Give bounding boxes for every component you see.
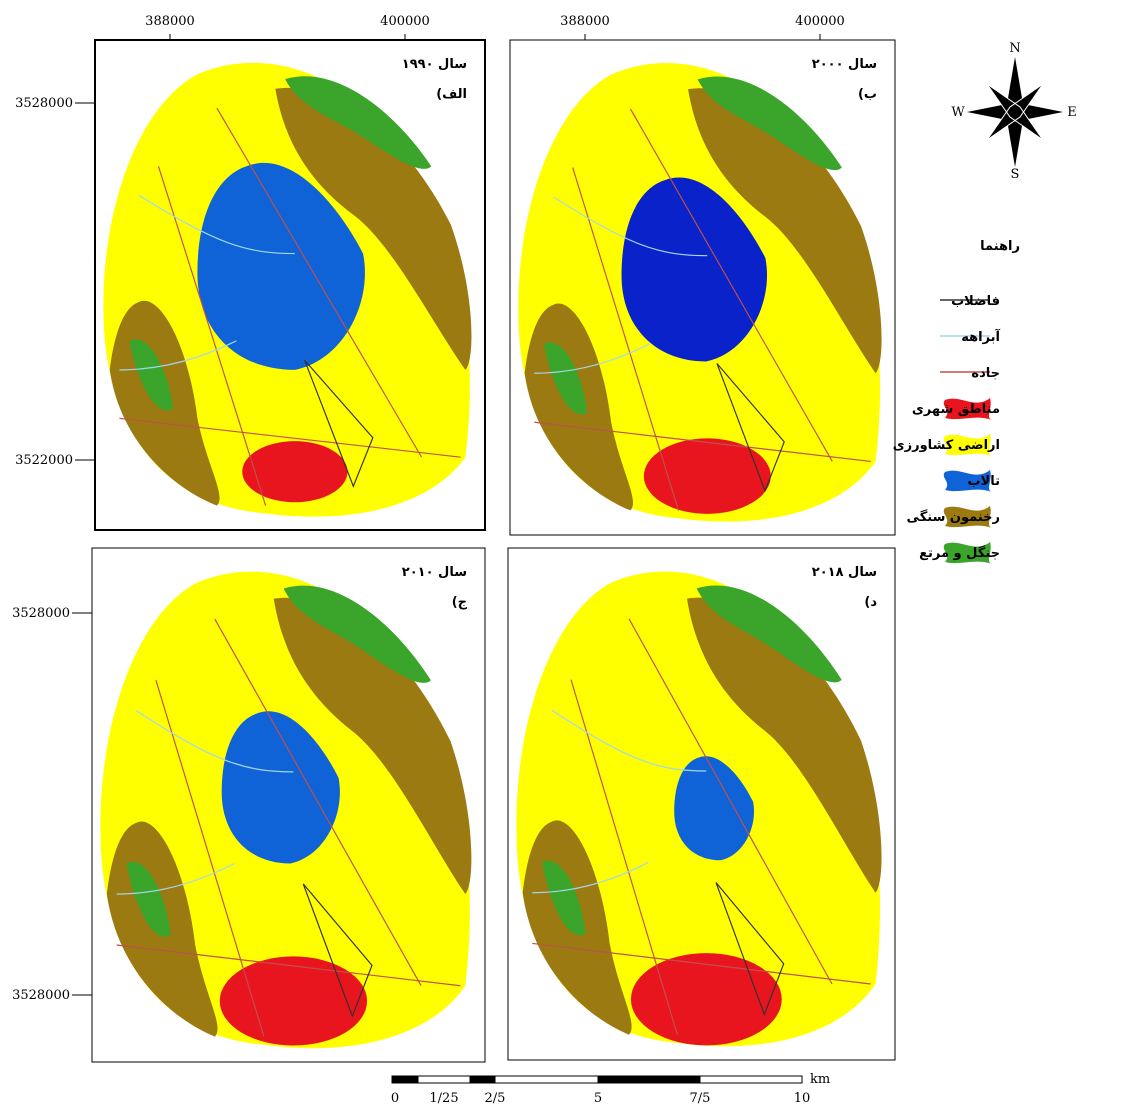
figure: سال ۱۹۹۰ الف) 388000 400000 3528000 3522000 سا… xyxy=(0,0,1134,1107)
panel-title: سال ۲۰۱۸ xyxy=(812,565,877,580)
page: سال ۱۹۹۰ الف) 388000 400000 3528000 3522000 سا… xyxy=(0,0,1134,1107)
legend-label: فاضلاب xyxy=(951,294,1000,309)
panel-label: د) xyxy=(864,595,877,610)
legend-title: راهنما xyxy=(980,239,1020,254)
scale-segment xyxy=(598,1076,700,1083)
scale-segment xyxy=(700,1076,802,1083)
scale-label: 7/5 xyxy=(690,1091,711,1106)
scale-segment xyxy=(392,1076,418,1083)
panel-label: الف) xyxy=(436,87,467,102)
legend-label: آبراهه xyxy=(961,328,1000,345)
scale-label: 0 xyxy=(391,1091,399,1106)
legend-label: مناطق شهری xyxy=(912,402,1000,417)
compass: N S E W xyxy=(951,41,1076,182)
x-tick-label: 400000 xyxy=(795,14,845,29)
compass-label: E xyxy=(1067,105,1077,120)
legend-label: رخنمون سنگی xyxy=(907,509,1000,525)
panel-title: سال ۱۹۹۰ xyxy=(402,57,467,72)
panel-label: ج) xyxy=(452,595,468,610)
scale-segment xyxy=(470,1076,495,1083)
scale-label: 2/5 xyxy=(485,1091,506,1106)
legend-label: تالاب xyxy=(967,474,1000,489)
legend-label: اراضی کشاورزی xyxy=(893,438,1000,453)
legend-label: جاده xyxy=(971,366,1000,381)
scale-label: 1/25 xyxy=(429,1091,458,1106)
scale-unit: km xyxy=(810,1072,830,1087)
compass-label: W xyxy=(951,105,965,120)
urban-area xyxy=(220,956,367,1045)
panel-label: ب) xyxy=(858,87,877,102)
legend-label: جنگل و مرتع xyxy=(919,545,1000,561)
x-tick-label: 388000 xyxy=(560,14,610,29)
y-tick-label: 3522000 xyxy=(15,453,73,468)
panel-title: سال ۲۰۰۰ xyxy=(812,57,877,72)
scale-label: 5 xyxy=(594,1091,602,1106)
y-tick-label: 3528000 xyxy=(12,606,70,621)
scale-segment xyxy=(418,1076,470,1083)
y-tick-label: 3528000 xyxy=(15,96,73,111)
scale-segment xyxy=(495,1076,598,1083)
urban-area xyxy=(242,441,347,502)
panel-title: سال ۲۰۱۰ xyxy=(402,565,467,580)
y-tick-label: 3528000 xyxy=(12,988,70,1003)
scale-label: 10 xyxy=(794,1091,811,1106)
compass-label: S xyxy=(1011,167,1020,182)
urban-area xyxy=(644,438,771,513)
x-tick-label: 400000 xyxy=(380,14,430,29)
x-tick-label: 388000 xyxy=(145,14,195,29)
compass-label: N xyxy=(1009,41,1020,56)
